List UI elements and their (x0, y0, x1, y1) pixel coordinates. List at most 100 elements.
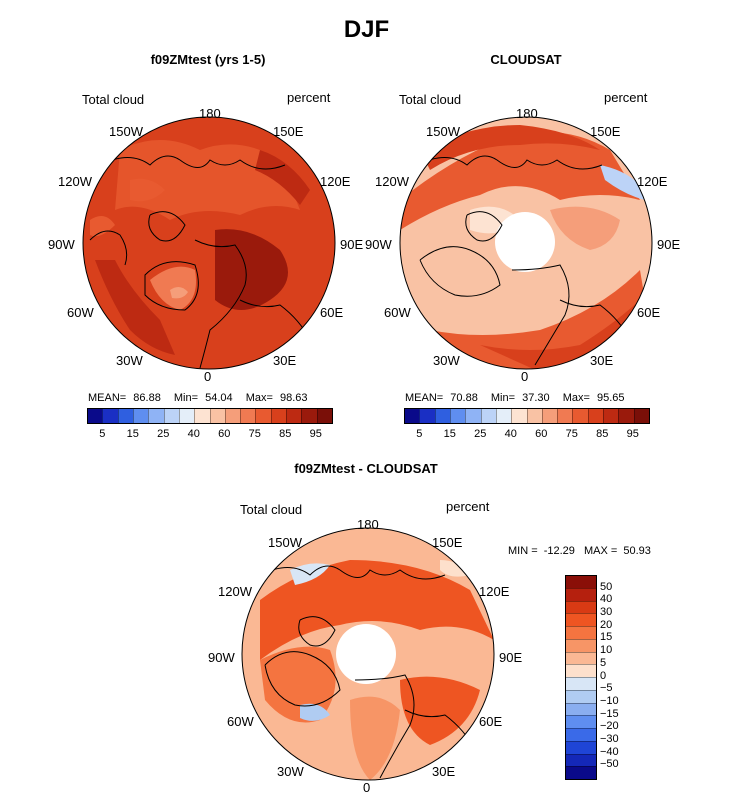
panel-3-lon-90w: 90W (208, 650, 235, 665)
panel-3-coastlines (259, 565, 476, 779)
colorbar-swatch (633, 409, 649, 423)
colorbar-tick-label: 75 (248, 428, 261, 440)
panel-2-lon-30e: 30E (590, 353, 614, 368)
colorbar-tick-label: −15 (600, 707, 619, 720)
colorbar-tick-label: 5 (600, 656, 607, 669)
panel-1-lon-60w: 60W (67, 305, 94, 320)
colorbar-swatch (449, 409, 466, 423)
colorbar-tick-label: 40 (187, 428, 200, 440)
colorbar-tick-label: −10 (600, 694, 619, 707)
panel-1-mean-value: 86.88 (133, 392, 161, 404)
panel-2-colorbar-ticks: 5 15 25 40 60 75 85 95 (404, 428, 648, 442)
panel-1-max-value: 98.63 (279, 392, 308, 404)
panel-1-right-label: percent (287, 90, 331, 105)
colorbar-tick-label: 40 (600, 593, 613, 606)
colorbar-tick-label: 95 (309, 428, 322, 440)
colorbar-swatch (566, 626, 596, 639)
colorbar-swatch (209, 409, 225, 423)
colorbar-swatch (419, 409, 435, 423)
panel-2-mean-label: MEAN= (405, 392, 444, 404)
panel-2-max-label: Max= (562, 392, 590, 404)
colorbar-swatch (566, 600, 596, 614)
colorbar-swatch (178, 409, 195, 423)
colorbar-tick-label: 95 (626, 428, 639, 440)
panel-1-lon-30e: 30E (273, 353, 297, 368)
panel-1-max-label: Max= (245, 392, 273, 404)
colorbar-swatch (495, 409, 512, 423)
panel-1-lon-30w: 30W (116, 353, 143, 368)
panel-1-colorbar-ticks: 5 15 25 40 60 75 85 95 (87, 428, 331, 442)
panel-1-coastlines (89, 155, 311, 369)
colorbar-tick-label: −40 (600, 745, 619, 758)
panel-3-right-label: percent (446, 499, 490, 514)
panel-2-lon-90e: 90E (657, 237, 681, 252)
panel-2-stats: MEAN= 70.88 Min= 37.30 Max= 95.65 (405, 392, 625, 404)
panel-3-min-label: MIN = (508, 545, 538, 557)
colorbar-tick-label: −5 (600, 682, 613, 695)
panel-1-lon-60e: 60E (320, 305, 344, 320)
colorbar-swatch (618, 409, 634, 423)
panel-2-cloud-field (400, 117, 652, 369)
colorbar-swatch (566, 613, 596, 626)
panel-2-mean-value: 70.88 (450, 392, 478, 404)
colorbar-swatch (603, 409, 619, 423)
panel-3-max-label: MAX = (583, 545, 618, 557)
panel-2-colorbar (404, 408, 650, 424)
panel-3-lon-60e: 60E (479, 714, 503, 729)
panel-2-border (399, 116, 653, 370)
colorbar-swatch (434, 409, 450, 423)
panel-1-cloud-field (83, 117, 335, 369)
panel-2-min-value: 37.30 (522, 392, 550, 404)
panel-3-lon-150e: 150E (432, 535, 463, 550)
colorbar-swatch (117, 409, 133, 423)
colorbar-tick-label: −30 (600, 732, 619, 745)
colorbar-swatch (572, 409, 588, 423)
colorbar-tick-label: 0 (600, 669, 607, 682)
panel-3-colorbar-ticks: 50 40 30 20 15 10 5 0 −5 −10 −15 −20 −30 −40 −50 (600, 575, 650, 778)
panel-3-lon-120w: 120W (218, 584, 252, 599)
colorbar-swatch (102, 409, 118, 423)
colorbar-swatch (541, 409, 558, 423)
panel-2-lon-180: 180 (516, 106, 538, 121)
colorbar-swatch (465, 409, 481, 423)
colorbar-swatch (224, 409, 241, 423)
colorbar-swatch (566, 677, 596, 690)
panel-2-lon-120e: 120E (637, 174, 668, 189)
colorbar-swatch (255, 409, 271, 423)
panel-2-lon-60w: 60W (384, 305, 411, 320)
panel-1-min-label: Min= (173, 392, 199, 404)
colorbar-tick-label: 10 (600, 644, 613, 657)
panel-1-colorbar (87, 408, 333, 424)
colorbar-swatch (480, 409, 496, 423)
panel-3-stats: MIN = -12.29 MAX = 50.93 (508, 545, 651, 557)
panel-2-lon-30w: 30W (433, 353, 460, 368)
colorbar-swatch (566, 702, 596, 716)
panel-3-lon-90e: 90E (499, 650, 523, 665)
panel-1-border (82, 116, 336, 370)
panel-3-left-label: Total cloud (240, 502, 303, 517)
colorbar-tick-label: 15 (126, 428, 139, 440)
panel-1-stats: MEAN= 86.88 Min= 54.04 Max= 98.63 (88, 392, 308, 404)
panel-1-lon-180: 180 (199, 106, 221, 121)
colorbar-swatch (566, 753, 596, 767)
colorbar-tick-label: 25 (474, 428, 487, 440)
colorbar-swatch (270, 409, 287, 423)
colorbar-swatch (301, 409, 317, 423)
panel-1-lon-120w: 120W (58, 174, 92, 189)
colorbar-swatch (526, 409, 542, 423)
colorbar-swatch (148, 409, 164, 423)
colorbar-swatch (566, 651, 596, 665)
panel-3-lon-60w: 60W (227, 714, 254, 729)
panel-2-lon-120w: 120W (375, 174, 409, 189)
colorbar-tick-label: 85 (279, 428, 292, 440)
colorbar-swatch (511, 409, 527, 423)
figure-title: DJF (343, 16, 390, 43)
panel-2-right-label: percent (604, 90, 648, 105)
colorbar-swatch (405, 409, 420, 423)
colorbar-tick-label: −50 (600, 758, 619, 771)
panel-1-lon-0: 0 (204, 369, 212, 384)
colorbar-tick-label: 40 (504, 428, 517, 440)
panel-3-min-value: -12.29 (543, 545, 575, 557)
colorbar-swatch (566, 587, 596, 601)
